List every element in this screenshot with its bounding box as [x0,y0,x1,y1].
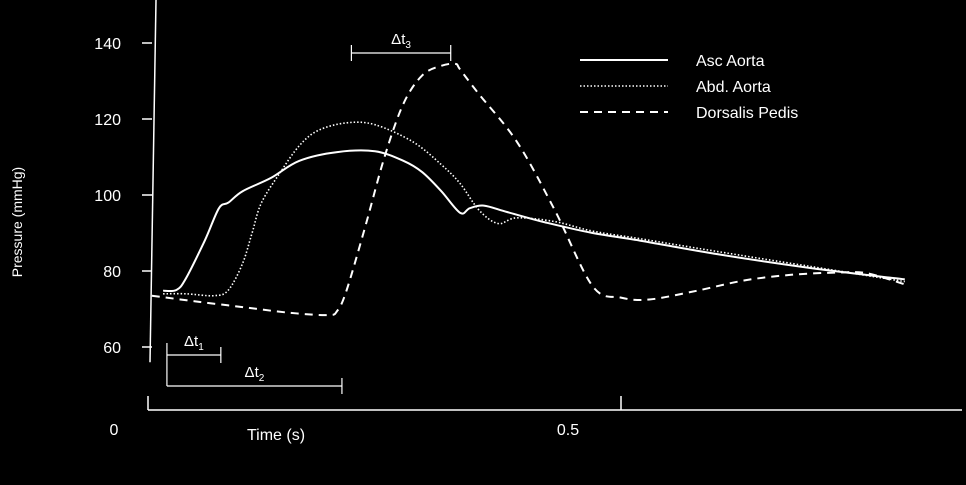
annotation-label: Δt1 [184,333,204,353]
legend-label: Asc Aorta [696,53,765,70]
annotation-label: Δt2 [245,364,265,384]
x-tick-label: 0 [110,422,119,439]
x-axis-label: Time (s) [247,427,305,444]
legend-label: Dorsalis Pedis [696,105,798,122]
y-axis-label: Pressure (mmHg) [9,167,25,277]
y-tick-label: 120 [94,112,121,129]
axis-ticks: 60 80 100 120 140 0 0.5 [94,36,622,439]
series-lines [151,62,906,317]
y-tick-label: 60 [103,340,121,357]
y-tick-label: 140 [94,36,121,53]
y-axis-line [149,0,157,363]
series-line-abd-aorta [163,121,905,297]
axes [148,0,962,411]
y-tick-label: 80 [103,264,121,281]
series-line-dorsalis-pedis [151,62,906,317]
x-tick-label: 0.5 [557,422,579,439]
legend-label: Abd. Aorta [696,79,771,96]
series-line-asc-aorta [163,149,905,293]
delta-t-annotations: Δt1 Δt2 Δt3 [166,31,452,394]
legend: Asc Aorta Abd. Aorta Dorsalis Pedis [580,53,798,122]
y-tick-label: 100 [94,188,121,205]
annotation-label: Δt3 [391,31,411,51]
